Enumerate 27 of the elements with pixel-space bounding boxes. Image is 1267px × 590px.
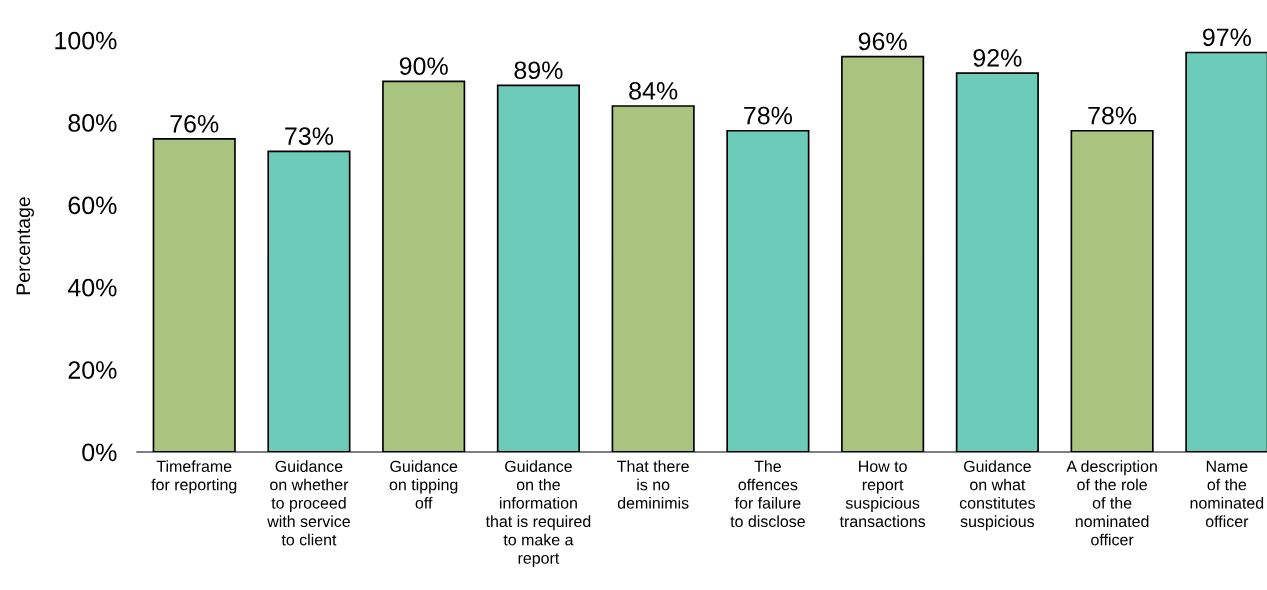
y-tick-label: 0% bbox=[82, 443, 117, 462]
x-tick-label: Guidance on what constitutes suspicious bbox=[959, 460, 1035, 531]
y-tick-label: 80% bbox=[68, 114, 117, 132]
x-tick-label: Guidance on the information that is required to make a report bbox=[485, 460, 591, 567]
data-label: 92% bbox=[973, 49, 1022, 67]
y-axis-title: Percentage bbox=[16, 197, 35, 295]
y-tick-label: 60% bbox=[68, 196, 117, 215]
x-tick-label: Guidance on tipping off bbox=[389, 460, 458, 509]
data-label: 84% bbox=[629, 81, 678, 100]
data-label: 76% bbox=[170, 114, 219, 133]
x-tick-label: That there is no deminimis bbox=[617, 460, 689, 509]
y-tick-label: 40% bbox=[67, 278, 117, 297]
y-tick-label: 20% bbox=[68, 361, 117, 379]
data-label: 73% bbox=[285, 127, 334, 145]
x-tick-label: The offences for failure to disclose bbox=[730, 460, 805, 528]
data-label: 89% bbox=[514, 61, 563, 80]
x-tick-label: Guidance on whether to proceed with service to client bbox=[267, 460, 350, 546]
x-tick-label: A description of the role of the nominated officer bbox=[1066, 460, 1157, 546]
data-label: 97% bbox=[1203, 28, 1251, 47]
data-label: 96% bbox=[858, 32, 907, 51]
x-tick-label: Name of the nominated officer bbox=[1190, 460, 1264, 528]
x-tick-label: How to report suspicious transactions bbox=[839, 460, 926, 528]
data-label: 78% bbox=[744, 106, 793, 125]
data-label: 78% bbox=[1088, 106, 1137, 125]
x-tick-label: Timeframe for reporting bbox=[151, 460, 237, 494]
data-label: 90% bbox=[399, 57, 448, 75]
y-tick-label: 100% bbox=[55, 31, 117, 50]
